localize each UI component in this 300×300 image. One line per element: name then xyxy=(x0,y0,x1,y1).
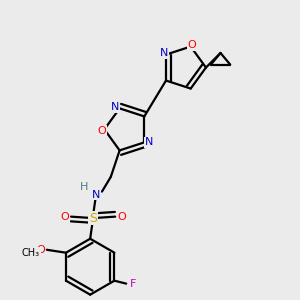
Text: H: H xyxy=(80,182,88,192)
Text: O: O xyxy=(117,212,126,222)
Text: N: N xyxy=(145,137,153,147)
Text: O: O xyxy=(97,126,106,136)
Text: S: S xyxy=(89,212,97,225)
Text: O: O xyxy=(36,245,45,255)
Text: N: N xyxy=(160,48,169,58)
Text: O: O xyxy=(188,40,197,50)
Text: F: F xyxy=(130,279,136,289)
Text: O: O xyxy=(60,212,69,222)
Text: CH₃: CH₃ xyxy=(22,248,40,258)
Text: N: N xyxy=(92,190,100,200)
Text: N: N xyxy=(111,102,119,112)
